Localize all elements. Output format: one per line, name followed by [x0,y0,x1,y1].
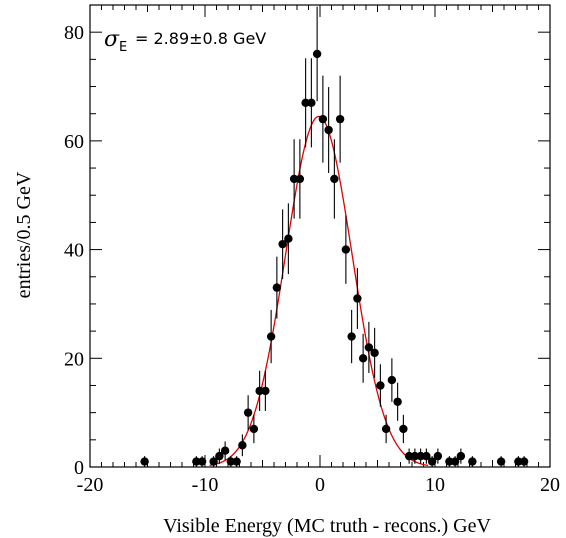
data-point [243,408,253,417]
data-point [370,348,379,358]
y-tick-label: 0 [74,457,84,479]
data-point [197,457,207,466]
sigma-annotation: σ E = 2.89±0.8 GeV [104,27,266,55]
data-point [278,239,287,249]
data-point [364,343,374,352]
data-point [410,451,420,461]
x-axis-label: Visible Energy (MC truth - recons.) GeV [163,515,491,537]
data-point [450,457,460,466]
data-point [393,397,402,406]
data-point [427,457,437,466]
data-point [468,457,477,466]
x-tick-label: 10 [425,474,445,496]
data-point [255,386,264,396]
data-point [249,424,259,434]
data-point [324,125,333,135]
data-point [358,354,368,363]
y-tick-label: 20 [64,348,84,370]
data-point [399,424,408,434]
data-point [272,283,282,292]
data-point [289,174,299,184]
data-point [330,174,339,184]
data-point [307,98,316,108]
data-point [381,424,391,434]
annotation-subscript: E [119,40,127,55]
data-point [519,457,529,466]
data-point [215,451,224,461]
axis-ticks [89,4,551,468]
data-point [312,49,322,59]
data-point [301,98,310,108]
data-point [226,457,236,466]
data-point [232,457,241,466]
fit-curve-layer [209,115,429,467]
tick-labels: -20 -10 0 10 20 0 20 40 60 80 [64,22,560,496]
data-point [347,332,356,341]
data-point [238,441,247,450]
data-point [341,245,351,254]
data-point [295,174,305,184]
gaussian-fit-curve [209,115,429,467]
data-point [445,457,454,466]
data-points-layer [140,6,529,467]
annotation-text: = 2.89±0.8 GeV [135,29,266,48]
data-point [456,451,466,461]
data-point [192,457,201,466]
data-point [496,457,506,466]
x-tick-label: -20 [77,474,104,496]
y-tick-label: 80 [64,22,84,44]
x-tick-label: -10 [192,474,219,496]
y-tick-label: 60 [64,131,84,153]
data-point [335,114,345,124]
data-point [387,375,397,385]
data-point [416,451,425,461]
data-point [261,386,270,396]
x-tick-label: 0 [315,474,325,496]
data-point [514,457,523,466]
data-point [140,457,149,466]
annotation-symbol: σ [104,27,120,52]
data-point [318,114,328,124]
data-point [220,446,230,455]
plot-frame [89,4,551,468]
data-point [433,451,443,461]
data-point [376,381,385,390]
y-tick-label: 40 [64,240,84,262]
data-point [422,451,431,461]
data-point [404,451,414,461]
data-point [353,294,362,303]
data-point [209,457,218,466]
y-axis-label: entries/0.5 GeV [13,171,35,298]
x-tick-label: 20 [540,474,560,496]
data-point [266,332,276,341]
data-point [284,234,293,243]
